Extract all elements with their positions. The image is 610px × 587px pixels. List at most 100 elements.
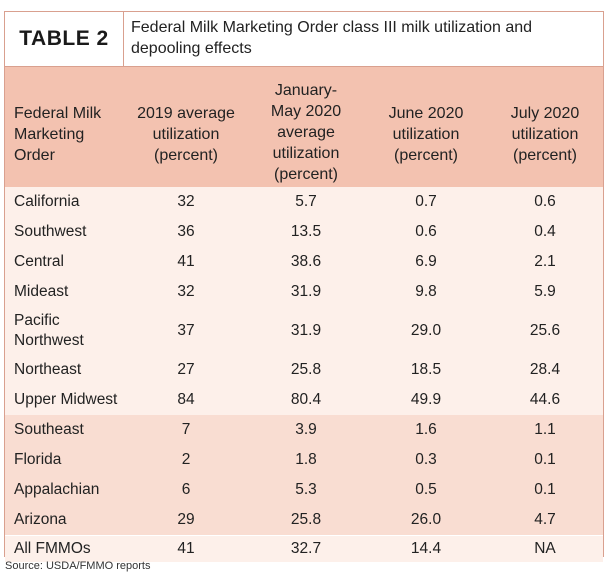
table-row: Central 41 38.6 6.9 2.1 bbox=[5, 247, 603, 277]
order-name: All FMMOs bbox=[14, 536, 124, 562]
value-2019: 36 bbox=[177, 223, 195, 240]
header-line: July 2020 bbox=[510, 105, 580, 122]
header-line: (percent) bbox=[273, 166, 339, 183]
order-name: Pacific Northwest bbox=[14, 307, 124, 355]
value-june-2020: 14.4 bbox=[410, 540, 442, 557]
order-name: Mideast bbox=[14, 277, 124, 307]
value-jan-may-2020: 31.9 bbox=[290, 322, 322, 339]
value-june-2020: 9.8 bbox=[415, 283, 437, 300]
value-june-2020: 49.9 bbox=[410, 391, 442, 408]
value-jan-may-2020: 25.8 bbox=[290, 511, 322, 528]
table-row: Mideast 32 31.9 9.8 5.9 bbox=[5, 277, 603, 307]
value-jan-may-2020: 5.7 bbox=[295, 193, 317, 210]
order-name-text: Florida bbox=[14, 450, 61, 470]
table-row: Pacific Northwest 37 31.9 29.0 25.6 bbox=[5, 307, 603, 355]
order-name-text: All FMMOs bbox=[14, 539, 91, 559]
order-name-line: Northeast bbox=[14, 361, 82, 378]
order-name-text: Southeast bbox=[14, 420, 84, 440]
header-june-2020: June 2020 utilization (percent) bbox=[366, 103, 486, 166]
total-row: All FMMOs 41 32.7 14.4 NA bbox=[5, 535, 603, 562]
value-2019: 32 bbox=[177, 283, 195, 300]
value-june-2020: 29.0 bbox=[410, 322, 442, 339]
order-name: Central bbox=[14, 247, 124, 277]
order-name-line: California bbox=[14, 193, 80, 210]
value-june-2020: 0.5 bbox=[415, 481, 437, 498]
value-2019: 6 bbox=[181, 481, 191, 498]
order-name-text: Arizona bbox=[14, 510, 67, 530]
order-name-text: Central bbox=[14, 252, 64, 272]
order-name-text: Appalachian bbox=[14, 480, 99, 500]
value-july-2020: 44.6 bbox=[529, 391, 561, 408]
value-2019: 84 bbox=[177, 391, 195, 408]
table-row: Appalachian 6 5.3 0.5 0.1 bbox=[5, 475, 603, 505]
value-jan-may-2020: 3.9 bbox=[295, 421, 317, 438]
value-2019: 32 bbox=[177, 193, 195, 210]
header-line: Marketing bbox=[14, 126, 85, 143]
order-name-text: California bbox=[14, 192, 79, 212]
value-july-2020: 4.7 bbox=[534, 511, 556, 528]
table-row: Florida 2 1.8 0.3 0.1 bbox=[5, 445, 603, 475]
value-2019: 41 bbox=[177, 540, 195, 557]
header-line: 2019 average bbox=[137, 105, 235, 122]
table-row: Upper Midwest 84 80.4 49.9 44.6 bbox=[5, 385, 603, 415]
order-name-line: Southeast bbox=[14, 421, 84, 438]
table-row: Arizona 29 25.8 26.0 4.7 bbox=[5, 505, 603, 535]
table-title: Federal Milk Marketing Order class III m… bbox=[131, 19, 533, 57]
order-name-line: Upper Midwest bbox=[14, 391, 118, 408]
header-july-2020: July 2020 utilization (percent) bbox=[486, 103, 604, 166]
header-line: utilization bbox=[511, 126, 579, 143]
table-header: Federal Milk Marketing Order 2019 average u… bbox=[5, 67, 603, 187]
value-jan-may-2020: 13.5 bbox=[290, 223, 322, 240]
value-2019: 41 bbox=[177, 253, 195, 270]
value-july-2020: 2.1 bbox=[534, 253, 556, 270]
value-jan-may-2020: 31.9 bbox=[290, 283, 322, 300]
value-july-2020: 0.6 bbox=[534, 193, 556, 210]
value-july-2020: 28.4 bbox=[529, 361, 561, 378]
order-name-text: Mideast bbox=[14, 282, 68, 302]
order-name-text: Northeast bbox=[14, 360, 81, 380]
value-june-2020: 0.7 bbox=[415, 193, 437, 210]
value-july-2020: 0.4 bbox=[534, 223, 556, 240]
table-body: California 32 5.7 0.7 0.6 Southwest 36 13.5 0.6 0… bbox=[5, 187, 603, 562]
value-2019: 29 bbox=[177, 511, 195, 528]
order-name: Northeast bbox=[14, 355, 124, 385]
order-name-line: Mideast bbox=[14, 283, 69, 300]
value-june-2020: 6.9 bbox=[415, 253, 437, 270]
table-row: Northeast 27 25.8 18.5 28.4 bbox=[5, 355, 603, 385]
header-line: January- bbox=[274, 82, 338, 99]
header-line: utilization bbox=[272, 145, 340, 162]
order-name-text: Pacific Northwest bbox=[14, 311, 84, 351]
value-2019: 7 bbox=[181, 421, 191, 438]
order-name: Southeast bbox=[14, 415, 124, 445]
header-line: Federal Milk bbox=[14, 105, 102, 122]
order-name-line: Southwest bbox=[14, 223, 87, 240]
order-name-line: Appalachian bbox=[14, 481, 100, 498]
order-name: Florida bbox=[14, 445, 124, 475]
table-number-label: TABLE 2 bbox=[5, 12, 124, 66]
order-name-text: Upper Midwest bbox=[14, 390, 117, 410]
order-name-line: Florida bbox=[14, 451, 62, 468]
header-line: utilization bbox=[392, 126, 460, 143]
header-line: (percent) bbox=[512, 147, 578, 164]
value-july-2020: 25.6 bbox=[529, 322, 561, 339]
value-jan-may-2020: 80.4 bbox=[290, 391, 322, 408]
order-name-line: Central bbox=[14, 253, 64, 270]
value-jan-may-2020: 1.8 bbox=[295, 451, 317, 468]
source-note: Source: USDA/FMMO reports bbox=[5, 560, 151, 572]
header-line: utilization bbox=[152, 126, 220, 143]
table-row: Southeast 7 3.9 1.6 1.1 bbox=[5, 415, 603, 445]
value-july-2020: 5.9 bbox=[534, 283, 556, 300]
value-july-2020: 0.1 bbox=[534, 481, 556, 498]
order-name: Upper Midwest bbox=[14, 385, 124, 415]
order-name-line: Pacific bbox=[14, 312, 60, 329]
header-line: (percent) bbox=[393, 147, 459, 164]
order-name-line: All FMMOs bbox=[14, 540, 91, 557]
value-july-2020: NA bbox=[534, 540, 556, 557]
header-order: Federal Milk Marketing Order bbox=[14, 103, 124, 166]
order-name-line: Northwest bbox=[14, 332, 84, 349]
header-line: Order bbox=[14, 147, 55, 164]
value-2019: 37 bbox=[177, 322, 195, 339]
table-frame: TABLE 2 Federal Milk Marketing Order cla… bbox=[4, 11, 604, 562]
header-line: May 2020 bbox=[270, 103, 342, 120]
header-line: June 2020 bbox=[388, 105, 464, 122]
